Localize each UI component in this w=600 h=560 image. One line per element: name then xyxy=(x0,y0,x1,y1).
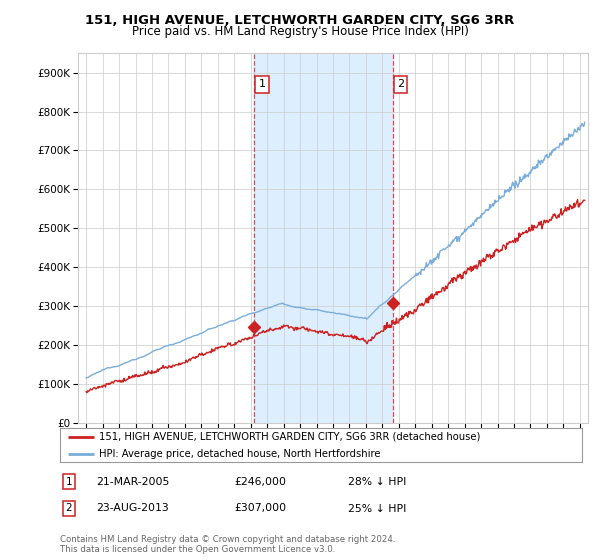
Text: 2: 2 xyxy=(397,80,404,90)
Text: HPI: Average price, detached house, North Hertfordshire: HPI: Average price, detached house, Nort… xyxy=(99,449,380,459)
Text: £307,000: £307,000 xyxy=(234,503,286,514)
Bar xyxy=(254,53,393,423)
Text: 2: 2 xyxy=(65,503,73,514)
Text: 151, HIGH AVENUE, LETCHWORTH GARDEN CITY, SG6 3RR (detached house): 151, HIGH AVENUE, LETCHWORTH GARDEN CITY… xyxy=(99,432,481,442)
Text: Price paid vs. HM Land Registry's House Price Index (HPI): Price paid vs. HM Land Registry's House … xyxy=(131,25,469,38)
Text: 28% ↓ HPI: 28% ↓ HPI xyxy=(348,477,406,487)
Text: 1: 1 xyxy=(65,477,73,487)
Text: £246,000: £246,000 xyxy=(234,477,286,487)
Text: Contains HM Land Registry data © Crown copyright and database right 2024.
This d: Contains HM Land Registry data © Crown c… xyxy=(60,535,395,554)
Text: 25% ↓ HPI: 25% ↓ HPI xyxy=(348,503,406,514)
Text: 23-AUG-2013: 23-AUG-2013 xyxy=(96,503,169,514)
Text: 21-MAR-2005: 21-MAR-2005 xyxy=(96,477,169,487)
Text: 1: 1 xyxy=(259,80,265,90)
Text: 151, HIGH AVENUE, LETCHWORTH GARDEN CITY, SG6 3RR: 151, HIGH AVENUE, LETCHWORTH GARDEN CITY… xyxy=(85,14,515,27)
